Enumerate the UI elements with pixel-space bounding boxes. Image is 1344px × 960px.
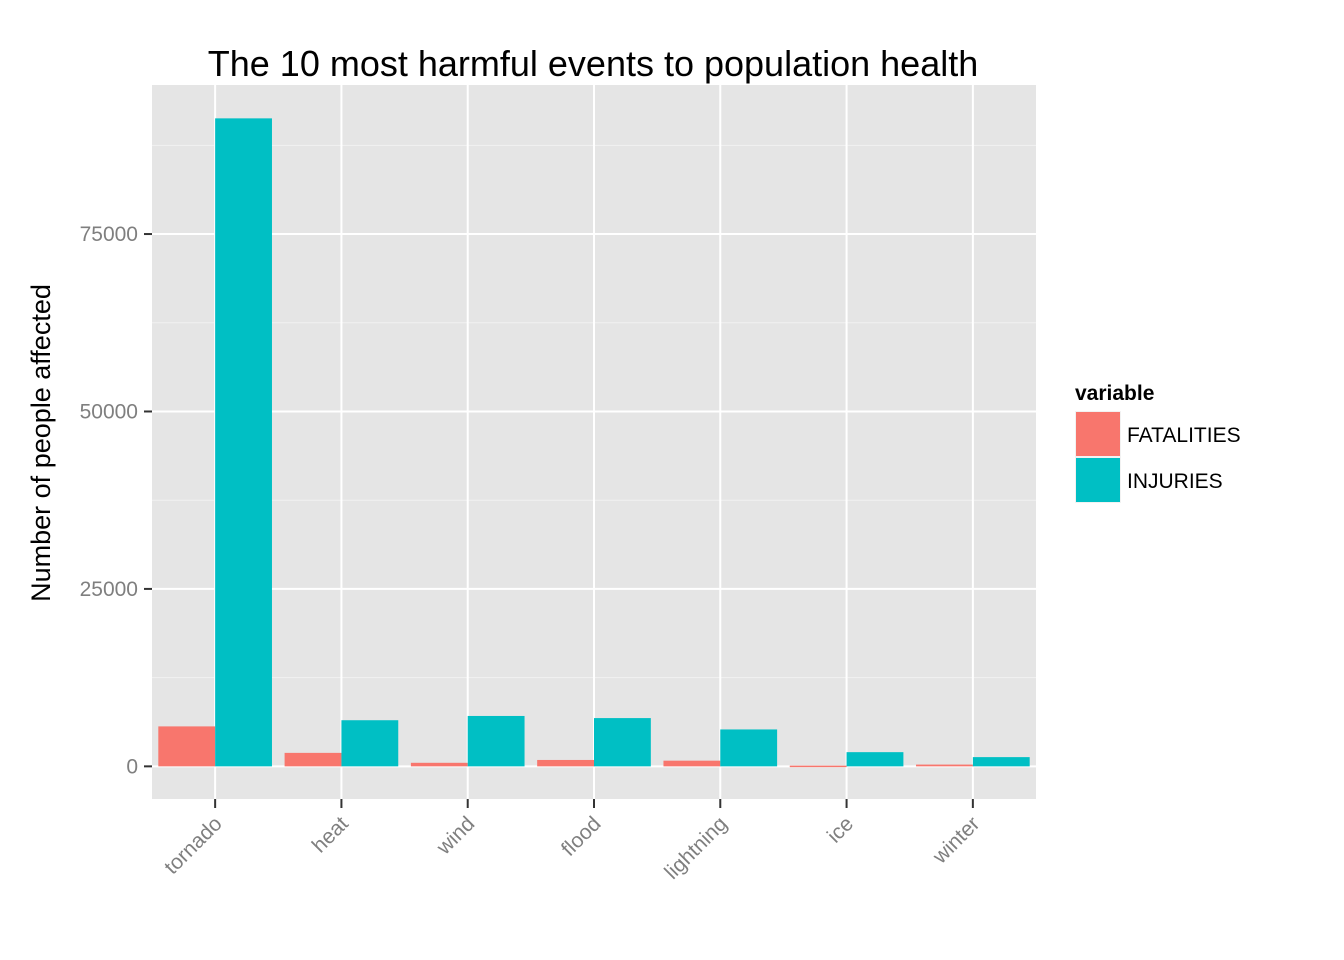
- legend-label-fatalities: FATALITIES: [1127, 424, 1241, 447]
- y-axis-label: Number of people affected: [26, 284, 56, 602]
- legend-label-injuries: INJURIES: [1127, 470, 1223, 493]
- y-tick-label: 0: [126, 755, 138, 778]
- bar-fatalities-lightning: [663, 760, 721, 767]
- y-axis: 0 25000 50000 75000: [80, 223, 152, 778]
- legend: variable FATALITIES INJURIES: [1075, 382, 1241, 503]
- y-tick-label: 25000: [80, 578, 138, 601]
- x-tick-label: lightning: [660, 812, 732, 884]
- bar-fatalities-wind: [410, 762, 468, 767]
- x-tick-label: ice: [823, 812, 858, 847]
- plot-panel: [152, 85, 1036, 799]
- bar-fatalities-winter: [916, 764, 973, 767]
- bar-injuries-flood: [594, 718, 651, 767]
- legend-title: variable: [1075, 382, 1154, 405]
- bar-fatalities-ice: [789, 765, 847, 768]
- chart-title: The 10 most harmful events to population…: [208, 43, 978, 84]
- bar-fatalities-tornado: [158, 726, 216, 767]
- bar-injuries-lightning: [720, 729, 778, 767]
- y-tick-label: 75000: [80, 223, 138, 246]
- x-tick-label: heat: [308, 812, 353, 857]
- y-tick-label: 50000: [80, 400, 138, 423]
- x-tick-label: tornado: [160, 812, 227, 879]
- x-axis: tornado heat wind flood lightning ice winter: [160, 799, 984, 884]
- legend-key-injuries: [1076, 458, 1120, 502]
- bar-injuries-heat: [341, 720, 399, 767]
- bar-fatalities-heat: [284, 752, 342, 767]
- bar-injuries-winter: [972, 757, 1030, 767]
- bar-fatalities-flood: [537, 759, 594, 767]
- bar-injuries-tornado: [215, 118, 272, 767]
- bars: [158, 118, 1030, 768]
- bar-injuries-ice: [846, 752, 904, 767]
- x-tick-label: flood: [557, 812, 605, 860]
- x-tick-label: winter: [928, 812, 985, 869]
- bar-injuries-wind: [467, 715, 525, 767]
- x-tick-label: wind: [432, 812, 480, 860]
- legend-key-fatalities: [1076, 412, 1120, 456]
